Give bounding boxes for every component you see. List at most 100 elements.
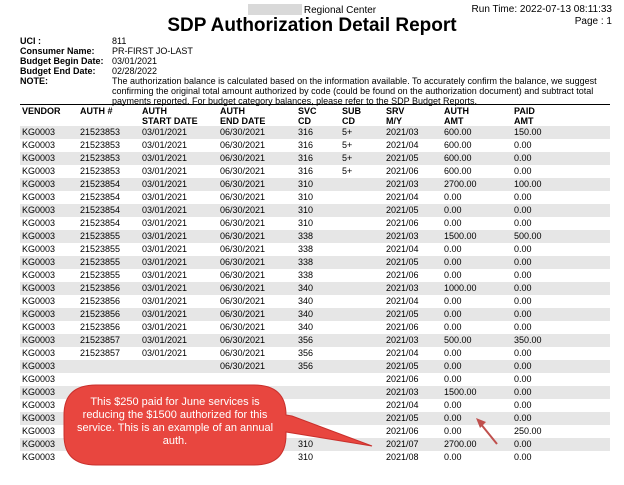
table-cell: KG0003 bbox=[22, 140, 56, 150]
table-cell: 21523856 bbox=[78, 308, 140, 321]
table-cell: 03/01/2021 bbox=[140, 282, 218, 295]
column-header-line1: PAID bbox=[514, 106, 535, 116]
table-cell: 06/30/2021 bbox=[218, 152, 296, 165]
table-cell: KG0003 bbox=[22, 218, 56, 228]
table-cell: 21523855 bbox=[80, 244, 121, 254]
table-cell: KG0003 bbox=[22, 452, 56, 462]
table-cell: 338 bbox=[298, 270, 314, 280]
column-header-line1: AUTH bbox=[444, 106, 469, 116]
table-cell: 0.00 bbox=[444, 192, 462, 202]
table-cell: 2021/03 bbox=[384, 386, 442, 399]
table-cell: 2021/06 bbox=[386, 166, 419, 176]
table-row: KG0003 21523853 03/01/2021 06/30/2021 316 5+ 2… bbox=[20, 126, 610, 139]
report-metadata: UCI : 811 Consumer Name: PR-FIRST JO-LAS… bbox=[20, 36, 624, 106]
table-cell: KG0003 bbox=[22, 374, 56, 384]
column-header: AUTH START DATE bbox=[140, 106, 218, 126]
column-header-line2: CD bbox=[298, 116, 311, 126]
table-cell: 06/30/2021 bbox=[218, 204, 296, 217]
column-header-line2 bbox=[22, 116, 76, 126]
table-cell: 2021/04 bbox=[386, 244, 419, 254]
column-header-line1: AUTH bbox=[142, 106, 167, 116]
table-cell: KG0003 bbox=[20, 334, 78, 347]
table-cell: 06/30/2021 bbox=[220, 218, 266, 228]
table-cell: 0.00 bbox=[442, 360, 512, 373]
table-cell: 250.00 bbox=[514, 426, 542, 436]
table-cell: 338 bbox=[296, 256, 340, 269]
table-cell: 2021/05 bbox=[384, 360, 442, 373]
table-cell: KG0003 bbox=[22, 426, 56, 436]
table-cell: 373 bbox=[298, 426, 314, 436]
table-cell bbox=[340, 243, 384, 256]
table-cell: 0.00 bbox=[514, 192, 532, 202]
column-header-line1: SRV bbox=[386, 106, 405, 116]
table-header-row: VENDOR AUTH # AUTH START DATE AUTH END DATE SV… bbox=[20, 106, 610, 126]
table-cell bbox=[140, 360, 218, 373]
table-cell: 600.00 bbox=[444, 166, 472, 176]
table-cell: 03/01/2021 bbox=[140, 334, 218, 347]
table-cell: KG0003 bbox=[20, 256, 78, 269]
table-cell bbox=[340, 451, 384, 464]
table-cell: 0.00 bbox=[514, 218, 532, 228]
meta-row-consumer-name: Consumer Name: PR-FIRST JO-LAST bbox=[20, 46, 624, 56]
table-cell: 0.00 bbox=[512, 282, 610, 295]
table-cell: 2021/05 bbox=[384, 204, 442, 217]
table-row: KG0003 21523857 03/01/2021 06/30/2021 356 202… bbox=[20, 347, 610, 360]
report-header-center: Regional Center bbox=[0, 4, 624, 16]
table-cell: 2021/05 bbox=[384, 412, 442, 425]
column-header: VENDOR bbox=[20, 106, 78, 126]
table-cell: 356 bbox=[296, 334, 340, 347]
table-cell: 0.00 bbox=[444, 426, 462, 436]
table-cell: 2021/04 bbox=[386, 140, 419, 150]
table-cell: 21523856 bbox=[78, 282, 140, 295]
meta-label: Budget Begin Date: bbox=[20, 56, 104, 66]
table-cell: 0.00 bbox=[444, 400, 462, 410]
table-row: KG0003 21523854 03/01/2021 06/30/2021 310 202… bbox=[20, 204, 610, 217]
table-cell: 340 bbox=[296, 308, 340, 321]
table-cell: 0.00 bbox=[444, 270, 462, 280]
table-cell: 0.00 bbox=[512, 412, 610, 425]
table-cell: KG0003 bbox=[20, 126, 78, 139]
table-cell: 338 bbox=[296, 230, 340, 243]
table-cell bbox=[340, 425, 384, 438]
table-row: KG0003 21523856 03/01/2021 06/30/2021 340 202… bbox=[20, 295, 610, 308]
table-cell bbox=[340, 373, 384, 386]
table-cell: 03/01/2021 bbox=[142, 166, 188, 176]
meta-row-note: NOTE: The authorization balance is calcu… bbox=[20, 76, 624, 106]
table-cell: 356 bbox=[296, 360, 340, 373]
table-cell bbox=[296, 386, 340, 399]
table-cell: 21523857 bbox=[80, 348, 121, 358]
table-cell: 500.00 bbox=[512, 230, 610, 243]
report-title: SDP Authorization Detail Report bbox=[167, 15, 457, 36]
table-cell: 2021/07 bbox=[384, 438, 442, 451]
table-cell: KG0003 bbox=[22, 244, 56, 254]
table-cell: 500.00 bbox=[442, 334, 512, 347]
table-cell: 21523856 bbox=[80, 296, 121, 306]
table-cell: 340 bbox=[298, 322, 314, 332]
table-cell: 2021/03 bbox=[384, 230, 442, 243]
table-cell: 310 bbox=[298, 452, 314, 462]
table-cell bbox=[340, 178, 384, 191]
table-cell: 21523857 bbox=[78, 334, 140, 347]
table-cell: 06/30/2021 bbox=[220, 322, 266, 332]
column-header: SVC CD bbox=[296, 106, 340, 126]
table-row: KG0003 21523853 03/01/2021 06/30/2021 316 5+ 2… bbox=[20, 152, 610, 165]
table-cell bbox=[340, 204, 384, 217]
table-cell: 340 bbox=[296, 282, 340, 295]
table-cell: 03/01/2021 bbox=[142, 244, 188, 254]
table-cell: 21523853 bbox=[78, 126, 140, 139]
table-row: KG0003 2021/06 0.00 0.00 bbox=[20, 373, 610, 386]
meta-row-budget-end: Budget End Date: 02/28/2022 bbox=[20, 66, 624, 76]
meta-row-uci: UCI : 811 bbox=[20, 36, 624, 46]
table-cell bbox=[340, 412, 384, 425]
table-cell: 0.00 bbox=[512, 438, 610, 451]
table-cell: 02/28/2022 bbox=[220, 452, 266, 462]
table-cell: 21523853 bbox=[80, 166, 121, 176]
table-row: KG0003 21523856 03/01/2021 06/30/2021 340 202… bbox=[20, 308, 610, 321]
column-header: PAID AMT bbox=[512, 106, 610, 126]
table-cell bbox=[340, 386, 384, 399]
table-cell: 2021/03 bbox=[384, 334, 442, 347]
table-cell: 03/01/2021 bbox=[140, 230, 218, 243]
table-cell: 350.00 bbox=[512, 334, 610, 347]
table-cell: 21523853 bbox=[80, 140, 121, 150]
table-cell: KG0003 bbox=[20, 360, 78, 373]
